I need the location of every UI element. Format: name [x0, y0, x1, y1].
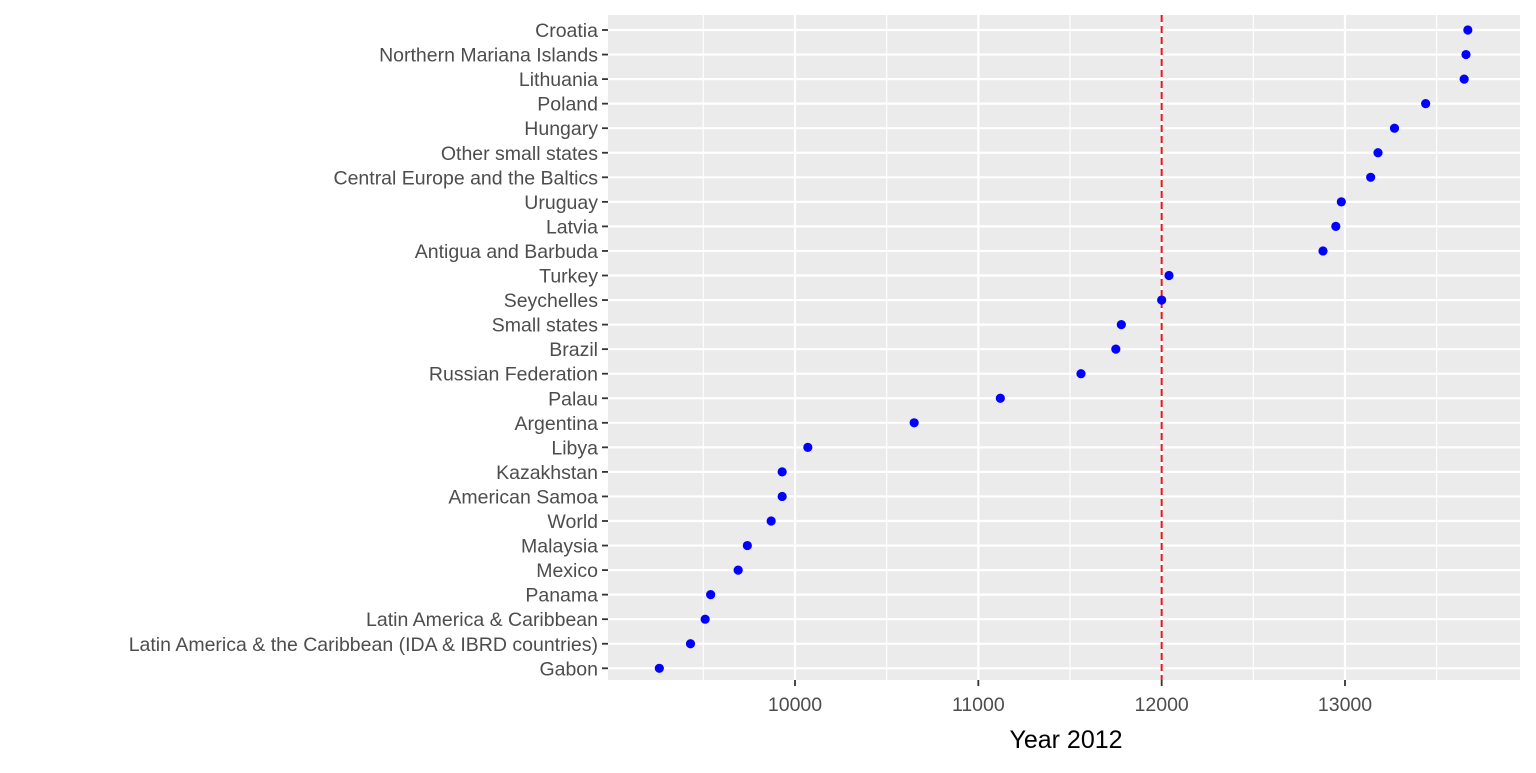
data-point [1111, 344, 1121, 354]
y-axis-ticks [602, 29, 608, 670]
x-tick-label: 12000 [1135, 694, 1189, 716]
data-point [766, 516, 776, 526]
category-label: Latin America & Caribbean [366, 609, 598, 631]
category-label: Small states [492, 315, 598, 337]
category-label: Palau [548, 388, 598, 410]
data-point [1157, 295, 1167, 305]
data-point [1461, 49, 1471, 60]
data-point [1318, 246, 1328, 256]
x-tick-label: 10000 [768, 694, 822, 716]
category-label: Libya [551, 437, 598, 459]
data-point [1463, 25, 1473, 35]
category-label: Latin America & the Caribbean (IDA & IBR… [129, 634, 598, 656]
data-point [1116, 320, 1126, 330]
data-point [1366, 172, 1376, 182]
data-point [909, 418, 919, 428]
category-label: Malaysia [521, 536, 598, 558]
category-label: Argentina [515, 413, 599, 435]
category-label: Hungary [524, 118, 598, 140]
data-point [700, 614, 710, 624]
x-tick-label: 13000 [1318, 694, 1372, 716]
category-label: World [547, 511, 598, 533]
major-gridlines-y [608, 28, 1520, 670]
category-label: Central Europe and the Baltics [334, 167, 599, 189]
data-point [1164, 270, 1174, 281]
category-label: Croatia [535, 20, 598, 42]
data-point [1373, 148, 1383, 158]
data-point [1421, 99, 1431, 109]
data-point [803, 442, 813, 452]
x-axis-ticks [794, 680, 1346, 686]
category-label: Northern Mariana Islands [379, 45, 598, 67]
category-label: Seychelles [504, 290, 599, 312]
data-point [995, 393, 1005, 403]
category-label: Lithuania [519, 69, 598, 91]
category-label: Turkey [539, 266, 598, 288]
category-label: Brazil [549, 339, 598, 361]
data-point [1459, 74, 1469, 84]
data-point [706, 590, 716, 600]
category-label: American Samoa [448, 486, 598, 508]
data-point [777, 467, 787, 477]
data-point [654, 663, 664, 673]
category-label: Uruguay [524, 192, 598, 214]
data-point [1389, 123, 1400, 133]
category-label: Gabon [539, 658, 598, 680]
data-point [777, 491, 787, 502]
category-label: Mexico [536, 560, 598, 582]
data-point [742, 540, 752, 551]
category-label: Kazakhstan [496, 462, 598, 484]
data-point [685, 639, 696, 649]
category-label: Other small states [441, 143, 598, 165]
category-label: Antigua and Barbuda [415, 241, 598, 263]
category-label: Panama [525, 585, 598, 607]
category-label: Russian Federation [429, 364, 598, 386]
data-point [1331, 221, 1341, 231]
plot-panel [608, 15, 1520, 680]
x-axis-title: Year 2012 [1009, 726, 1122, 754]
category-label: Poland [537, 94, 598, 116]
data-point [1336, 197, 1346, 207]
data-point [1076, 369, 1086, 379]
category-label: Latvia [546, 216, 598, 238]
data-point [733, 565, 743, 575]
x-tick-label: 11000 [952, 694, 1005, 716]
data-points [654, 25, 1473, 673]
x-axis-labels: 10000 11000 12000 13000 [768, 694, 1372, 716]
